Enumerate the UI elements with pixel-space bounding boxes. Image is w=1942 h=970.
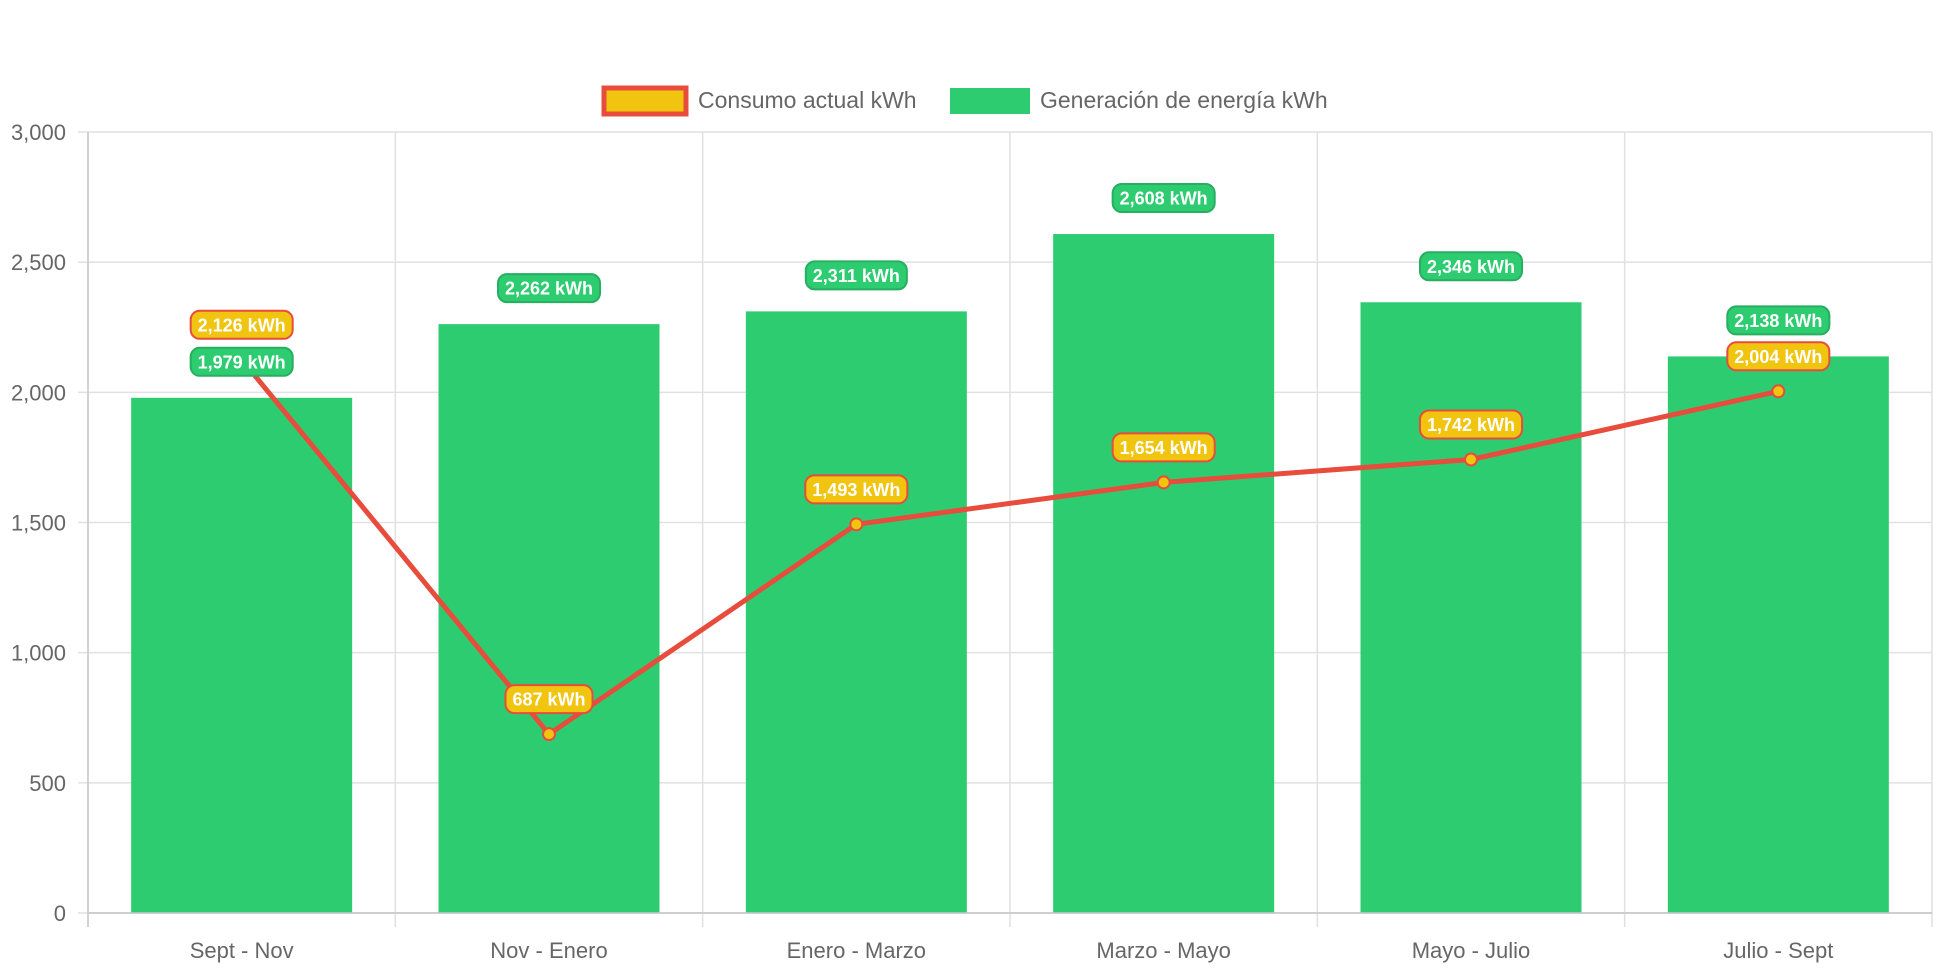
line-data-label: 1,654 kWh (1111, 432, 1216, 463)
x-tick-label: Julio - Sept (1723, 938, 1833, 963)
line-data-label-text: 2,126 kWh (198, 315, 286, 335)
line-data-label-text: 687 kWh (512, 690, 585, 710)
x-tick-label: Enero - Marzo (787, 938, 926, 963)
bar (1360, 302, 1582, 913)
line-point (542, 727, 556, 742)
line-data-label: 687 kWh (504, 684, 594, 715)
bar (1667, 356, 1889, 913)
y-tick-label: 1,000 (11, 641, 66, 666)
line-data-label-box (189, 309, 294, 340)
legend-label-consumo: Consumo actual kWh (698, 87, 917, 113)
y-tick-label: 3,000 (11, 120, 66, 145)
legend[interactable]: Consumo actual kWh Generación de energía… (601, 85, 1328, 117)
y-tick-label: 1,500 (11, 511, 66, 536)
y-tick-label: 2,000 (11, 380, 66, 405)
bar-data-label-box (1418, 251, 1524, 282)
bar-data-label-box (189, 346, 294, 377)
bar-data-label-box (1111, 183, 1216, 214)
line-point (1156, 475, 1171, 490)
y-tick-label: 2,500 (11, 250, 66, 275)
bar-data-label: 2,262 kWh (496, 273, 602, 304)
x-tick-label: Nov - Enero (490, 938, 607, 963)
line-data-label-box (1418, 409, 1524, 440)
bar (438, 324, 660, 914)
bar-data-label-text: 2,311 kWh (813, 266, 900, 286)
legend-item-consumo[interactable]: Consumo actual kWh (601, 85, 917, 117)
bar-series (131, 234, 1889, 914)
line-data-label: 1,742 kWh (1418, 409, 1524, 440)
line-data-label-text: 1,654 kWh (1120, 438, 1208, 458)
line-data-label-text: 1,493 kWh (812, 480, 900, 500)
data-labels: 1,979 kWh 2,262 kWh 2,311 kWh 2,608 kWh 2,34… (189, 183, 1831, 715)
bar-data-label-text: 2,138 kWh (1734, 311, 1822, 331)
bar-data-label-text: 2,346 kWh (1427, 257, 1515, 277)
line-data-label: 1,493 kWh (804, 474, 909, 505)
bar-data-label: 2,138 kWh (1726, 305, 1831, 336)
bar (745, 311, 967, 914)
y-tick-label: 0 (54, 901, 66, 926)
line-point (1771, 384, 1786, 399)
bar-data-label-box (1726, 305, 1831, 336)
bar (131, 397, 353, 914)
line-point (1464, 452, 1478, 467)
bar-data-label-box (804, 260, 908, 291)
legend-swatch-consumo (601, 85, 689, 117)
line-data-label-text: 2,004 kWh (1734, 347, 1822, 367)
line-data-label-box (1111, 432, 1216, 463)
line-data-label-box (1726, 341, 1831, 372)
bar-data-label-text: 1,979 kWh (198, 352, 286, 372)
bar-data-label-text: 2,608 kWh (1120, 189, 1208, 209)
line-data-label-box (804, 474, 909, 505)
line-data-label: 2,126 kWh (189, 309, 294, 340)
line-data-label-box (504, 684, 594, 715)
line-data-label: 2,004 kWh (1726, 341, 1831, 372)
x-tick-label: Marzo - Mayo (1096, 938, 1230, 963)
legend-swatch-generacion (950, 88, 1030, 114)
x-tick-label: Mayo - Julio (1412, 938, 1531, 963)
bar-data-label-box (496, 273, 602, 304)
bar-data-label: 2,346 kWh (1418, 251, 1524, 282)
y-tick-label: 500 (29, 771, 66, 796)
axes: 0 500 1,000 1,500 2,000 2,500 3,000 Sept - Nov N… (11, 120, 1932, 963)
legend-item-generacion[interactable]: Generación de energía kWh (950, 87, 1328, 114)
bar-data-label-text: 2,262 kWh (505, 279, 593, 299)
line-data-label-text: 1,742 kWh (1427, 415, 1515, 435)
legend-label-generacion: Generación de energía kWh (1040, 87, 1328, 113)
line-point (849, 517, 864, 532)
x-tick-label: Sept - Nov (190, 938, 294, 963)
bar-data-label: 1,979 kWh (189, 346, 294, 377)
line-path (239, 357, 1779, 737)
grid (78, 131, 1933, 927)
bar-data-label: 2,311 kWh (804, 260, 908, 291)
bar (1053, 234, 1275, 913)
bar-data-label: 2,608 kWh (1111, 183, 1216, 214)
